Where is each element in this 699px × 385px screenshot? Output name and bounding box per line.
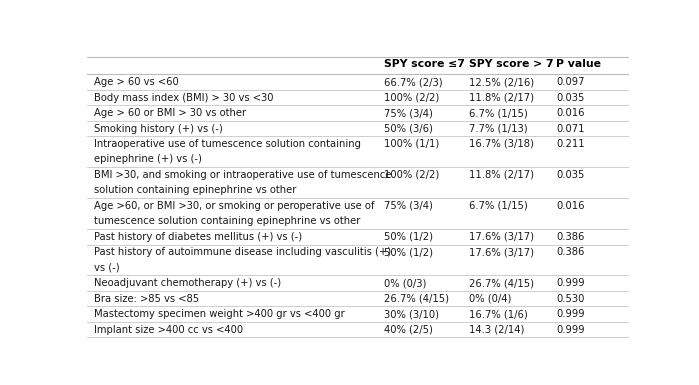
Text: 0.016: 0.016 [556, 201, 584, 211]
Text: 17.6% (3/17): 17.6% (3/17) [469, 232, 534, 242]
Text: Smoking history (+) vs (-): Smoking history (+) vs (-) [94, 124, 222, 134]
Text: Neoadjuvant chemotherapy (+) vs (-): Neoadjuvant chemotherapy (+) vs (-) [94, 278, 281, 288]
Text: 0.999: 0.999 [556, 278, 584, 288]
Text: 26.7% (4/15): 26.7% (4/15) [469, 278, 534, 288]
Text: Intraoperative use of tumescence solution containing: Intraoperative use of tumescence solutio… [94, 139, 361, 149]
Text: 11.8% (2/17): 11.8% (2/17) [469, 170, 534, 180]
Text: Age >60, or BMI >30, or smoking or peroperative use of: Age >60, or BMI >30, or smoking or perop… [94, 201, 375, 211]
Text: 14.3 (2/14): 14.3 (2/14) [469, 325, 525, 335]
Text: 30% (3/10): 30% (3/10) [384, 309, 439, 319]
Text: 0.386: 0.386 [556, 232, 584, 242]
Text: 50% (3/6): 50% (3/6) [384, 124, 433, 134]
Text: epinephrine (+) vs (-): epinephrine (+) vs (-) [94, 154, 202, 164]
Text: 0% (0/4): 0% (0/4) [469, 294, 512, 304]
Text: 12.5% (2/16): 12.5% (2/16) [469, 77, 535, 87]
Text: 0.999: 0.999 [556, 309, 584, 319]
Text: 100% (2/2): 100% (2/2) [384, 92, 440, 102]
Text: solution containing epinephrine vs other: solution containing epinephrine vs other [94, 185, 296, 195]
Text: 100% (1/1): 100% (1/1) [384, 139, 440, 149]
Text: 6.7% (1/15): 6.7% (1/15) [469, 201, 528, 211]
Text: Age > 60 or BMI > 30 vs other: Age > 60 or BMI > 30 vs other [94, 108, 246, 118]
Text: vs (-): vs (-) [94, 263, 120, 273]
Text: 0.035: 0.035 [556, 92, 584, 102]
Text: 0.097: 0.097 [556, 77, 584, 87]
Text: 0.999: 0.999 [556, 325, 584, 335]
Text: 17.6% (3/17): 17.6% (3/17) [469, 247, 534, 257]
Text: 50% (1/2): 50% (1/2) [384, 232, 433, 242]
Text: tumescence solution containing epinephrine vs other: tumescence solution containing epinephri… [94, 216, 360, 226]
Text: 40% (2/5): 40% (2/5) [384, 325, 433, 335]
Text: 75% (3/4): 75% (3/4) [384, 108, 433, 118]
Text: 100% (2/2): 100% (2/2) [384, 170, 440, 180]
Text: Implant size >400 cc vs <400: Implant size >400 cc vs <400 [94, 325, 243, 335]
Text: 0.211: 0.211 [556, 139, 584, 149]
Text: 6.7% (1/15): 6.7% (1/15) [469, 108, 528, 118]
Text: 75% (3/4): 75% (3/4) [384, 201, 433, 211]
Text: Body mass index (BMI) > 30 vs <30: Body mass index (BMI) > 30 vs <30 [94, 92, 273, 102]
Text: Past history of autoimmune disease including vasculitis (+): Past history of autoimmune disease inclu… [94, 247, 391, 257]
Text: BMI >30, and smoking or intraoperative use of tumescence: BMI >30, and smoking or intraoperative u… [94, 170, 391, 180]
Text: 0% (0/3): 0% (0/3) [384, 278, 426, 288]
Text: 0.071: 0.071 [556, 124, 584, 134]
Text: 0.035: 0.035 [556, 170, 584, 180]
Text: 0.016: 0.016 [556, 108, 584, 118]
Text: 11.8% (2/17): 11.8% (2/17) [469, 92, 534, 102]
Text: 26.7% (4/15): 26.7% (4/15) [384, 294, 449, 304]
Text: 16.7% (1/6): 16.7% (1/6) [469, 309, 528, 319]
Text: P value: P value [556, 59, 601, 69]
Text: SPY score ≤7: SPY score ≤7 [384, 59, 465, 69]
Text: 66.7% (2/3): 66.7% (2/3) [384, 77, 443, 87]
Text: Age > 60 vs <60: Age > 60 vs <60 [94, 77, 179, 87]
Text: 0.530: 0.530 [556, 294, 584, 304]
Text: Mastectomy specimen weight >400 gr vs <400 gr: Mastectomy specimen weight >400 gr vs <4… [94, 309, 345, 319]
Text: 16.7% (3/18): 16.7% (3/18) [469, 139, 534, 149]
Text: 50% (1/2): 50% (1/2) [384, 247, 433, 257]
Text: 0.386: 0.386 [556, 247, 584, 257]
Text: Past history of diabetes mellitus (+) vs (-): Past history of diabetes mellitus (+) vs… [94, 232, 302, 242]
Text: 7.7% (1/13): 7.7% (1/13) [469, 124, 528, 134]
Text: SPY score > 7: SPY score > 7 [469, 59, 554, 69]
Text: Bra size: >85 vs <85: Bra size: >85 vs <85 [94, 294, 199, 304]
